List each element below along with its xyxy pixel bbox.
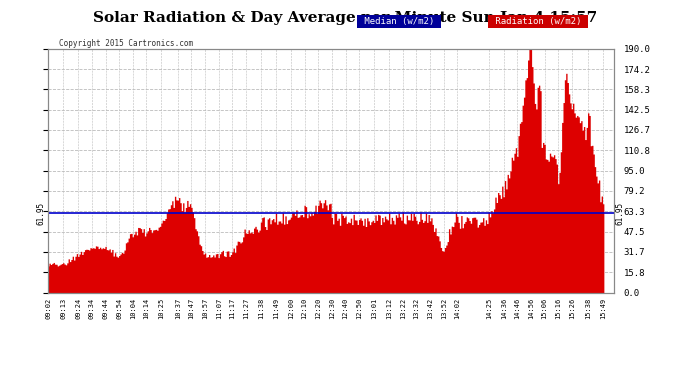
Text: 61.95: 61.95	[37, 201, 46, 225]
Text: Median (w/m2): Median (w/m2)	[359, 17, 440, 26]
Text: Solar Radiation & Day Average per Minute Sun Jan 4 15:57: Solar Radiation & Day Average per Minute…	[93, 11, 597, 25]
Text: Copyright 2015 Cartronics.com: Copyright 2015 Cartronics.com	[59, 39, 193, 48]
Text: 61.95: 61.95	[615, 201, 625, 225]
Text: Radiation (w/m2): Radiation (w/m2)	[490, 17, 586, 26]
